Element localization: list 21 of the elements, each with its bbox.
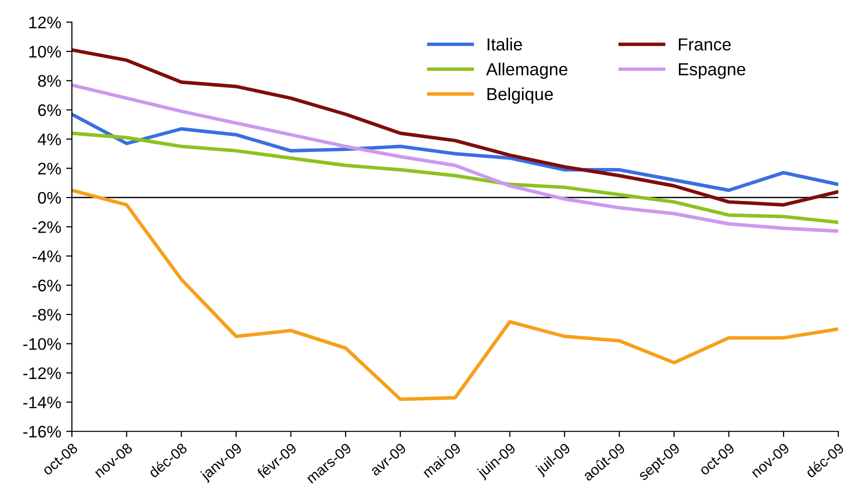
legend-label: Espagne [678, 63, 746, 79]
legend-label: Italie [488, 38, 522, 51]
y-tick-label: -16% [23, 426, 61, 438]
y-tick-label: 10% [29, 46, 61, 58]
y-tick-label: -8% [32, 308, 61, 321]
y-tick-label: 2% [38, 162, 61, 174]
legend-label: Belgique [488, 88, 553, 104]
y-tick-label: 0% [38, 192, 61, 204]
y-tick-label: -14% [23, 396, 61, 408]
legend-label: France [678, 38, 731, 51]
y-tick-label: 4% [38, 134, 61, 146]
y-tick-label: 6% [38, 104, 61, 116]
y-tick-label: -6% [32, 280, 61, 292]
y-tick-label: -10% [23, 338, 61, 350]
y-tick-label: 12% [29, 16, 61, 28]
y-tick-label: -12% [23, 367, 61, 380]
y-tick-label: -4% [32, 250, 61, 262]
line-series [72, 112, 838, 192]
y-tick-label: -2% [32, 221, 61, 233]
y-tick-label: 8% [38, 75, 61, 87]
legend-label: Allemagne [486, 62, 568, 79]
